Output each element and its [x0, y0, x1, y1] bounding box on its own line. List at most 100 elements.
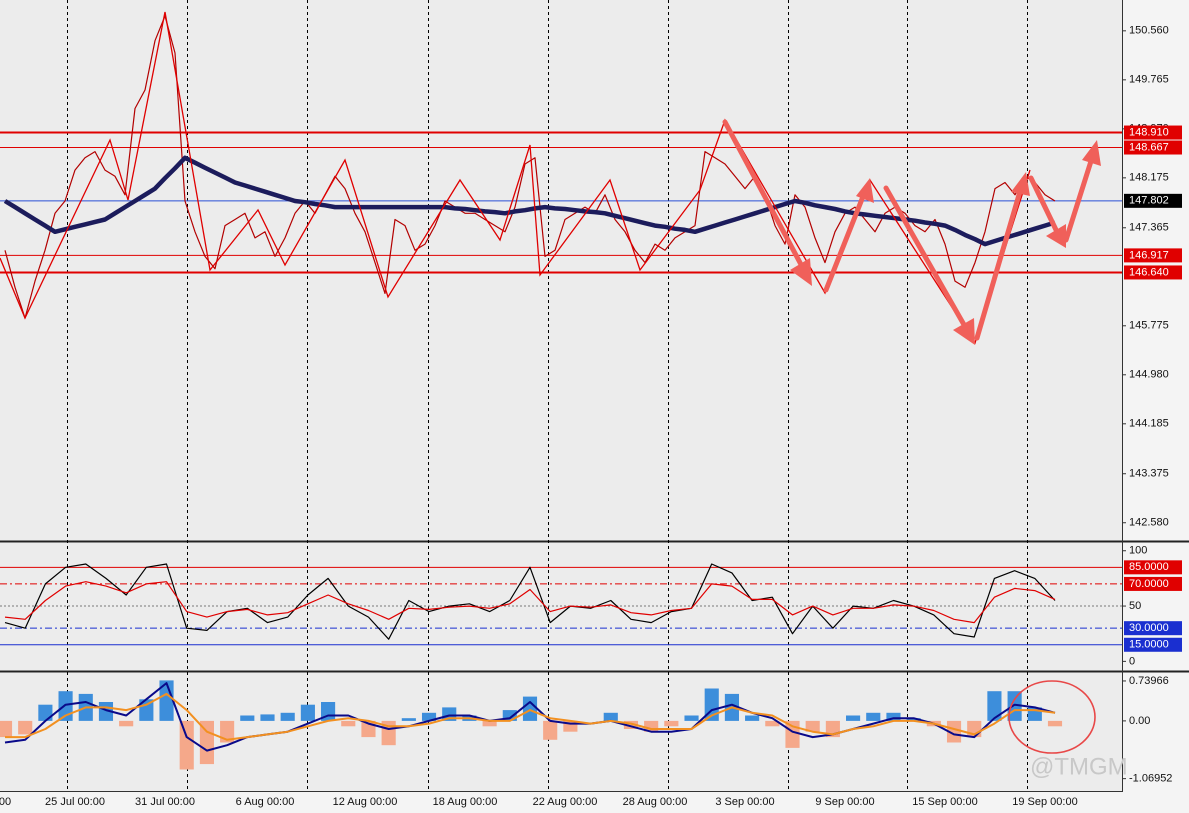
series-line — [4, 682, 1056, 752]
level-tag-label: 148.910 — [1129, 126, 1169, 138]
y-tick-label: 0 — [1129, 655, 1135, 667]
watermark: @TMGM — [1030, 753, 1128, 780]
level-tag-label: 148.667 — [1129, 141, 1169, 153]
level-tag-label: 146.917 — [1129, 249, 1169, 261]
histogram-bar — [179, 720, 194, 770]
y-tick-label: 143.375 — [1129, 468, 1169, 480]
arrow-line — [883, 185, 970, 333]
y-tick-label: 149.765 — [1129, 74, 1169, 86]
x-tick-label: 6 Aug 00:00 — [236, 796, 295, 808]
level-tag — [1124, 140, 1182, 155]
highlight-circle — [1008, 680, 1096, 754]
y-tick-label: 148.175 — [1129, 172, 1169, 184]
series-line — [4, 563, 1056, 640]
x-tick-label: 3 Sep 00:00 — [715, 796, 774, 808]
histogram-bar — [421, 712, 437, 721]
arrow-head — [790, 258, 812, 286]
series-line — [5, 692, 1056, 741]
level-tag — [1124, 248, 1182, 263]
level-tag-label: 15.0000 — [1129, 639, 1169, 651]
histogram-bar — [522, 696, 538, 721]
arrow-head — [1046, 224, 1066, 248]
arrow-line — [974, 185, 1024, 341]
plot: 150.560149.765148.970148.175147.365145.7… — [0, 15, 1182, 808]
histogram-bar — [846, 715, 861, 721]
series-line — [3, 155, 1056, 247]
zigzag — [0, 11, 1031, 345]
histogram-bar — [502, 710, 517, 721]
level-tag-label: 70.0000 — [1129, 578, 1169, 590]
level-tag-label: 146.640 — [1129, 266, 1169, 278]
histogram-bar — [946, 720, 962, 743]
x-tick-label: 25 Jul 00:00 — [45, 796, 105, 808]
level-tag — [1124, 193, 1182, 208]
series-line — [4, 581, 1056, 624]
x-tick-label: 15 Sep 00:00 — [912, 796, 977, 808]
arrow-head — [1011, 172, 1030, 196]
histogram-bar — [664, 720, 679, 727]
arrow-line — [823, 191, 867, 293]
y-tick-label: 0.73966 — [1129, 675, 1169, 687]
annotations — [0, 11, 1101, 754]
histogram-bar — [240, 715, 255, 721]
histogram-bar — [401, 718, 416, 721]
histogram-bar — [199, 720, 214, 765]
y-tick-label: 0.00 — [1129, 715, 1150, 727]
level-tag — [1124, 621, 1182, 636]
level-tag-label: 147.802 — [1129, 195, 1169, 207]
level-tag — [1124, 637, 1182, 652]
histogram-bar — [745, 715, 760, 721]
histogram-bar — [603, 712, 618, 721]
y-tick-label: 147.365 — [1129, 222, 1169, 234]
y-tick-label: 50 — [1129, 600, 1141, 612]
histogram-bar — [563, 720, 578, 732]
x-tick-label: 19 Sep 00:00 — [1012, 796, 1077, 808]
histogram-bar — [260, 714, 275, 721]
histogram-bar — [341, 720, 356, 727]
y-tick-label: 142.580 — [1129, 517, 1169, 529]
arrow-head — [953, 318, 975, 345]
level-tag — [1124, 125, 1182, 140]
x-tick-label: 22 Aug 00:00 — [533, 796, 598, 808]
x-tick-label: 18 Aug 00:00 — [433, 796, 498, 808]
histogram-bar — [220, 720, 235, 743]
level-tag — [1124, 265, 1182, 280]
x-tick-label: 9 Sep 00:00 — [815, 796, 874, 808]
histogram-bar — [38, 704, 53, 721]
x-tick-label: 00 — [0, 796, 11, 808]
histogram-bar — [280, 712, 295, 721]
histogram-bar — [644, 720, 659, 732]
histogram-bar — [765, 720, 780, 727]
x-tick-label: 28 Aug 00:00 — [623, 796, 688, 808]
histogram-bar — [0, 720, 13, 738]
histogram-bar — [805, 720, 820, 732]
histogram-bar — [987, 691, 1002, 721]
arrow-line — [722, 119, 808, 275]
y-tick-label: 150.560 — [1129, 25, 1169, 37]
histogram-bar — [119, 720, 134, 727]
histogram-bar — [866, 712, 881, 721]
level-tag — [1124, 576, 1182, 591]
arrow-head — [1082, 140, 1101, 166]
y-tick-label: 145.775 — [1129, 320, 1169, 332]
x-tick-label: 31 Jul 00:00 — [135, 796, 195, 808]
x-tick-label: 12 Aug 00:00 — [333, 796, 398, 808]
level-tag-label: 30.0000 — [1129, 622, 1169, 634]
histogram-bar — [886, 712, 901, 721]
main-panel — [0, 0, 1122, 541]
histogram-bar — [623, 720, 639, 729]
y-tick-label: 144.185 — [1129, 418, 1169, 430]
histogram-bar — [300, 704, 315, 721]
histogram-bar — [785, 720, 800, 748]
arrow-head — [856, 178, 874, 203]
level-tag — [1124, 560, 1182, 575]
histogram-bar — [543, 720, 558, 740]
y-tick-label: -1.06952 — [1129, 773, 1172, 785]
histogram-bar — [906, 718, 921, 721]
histogram-bar — [18, 720, 33, 735]
histogram-bar — [684, 715, 699, 721]
arrow-line — [1028, 175, 1061, 237]
histogram-bar — [1047, 720, 1063, 727]
